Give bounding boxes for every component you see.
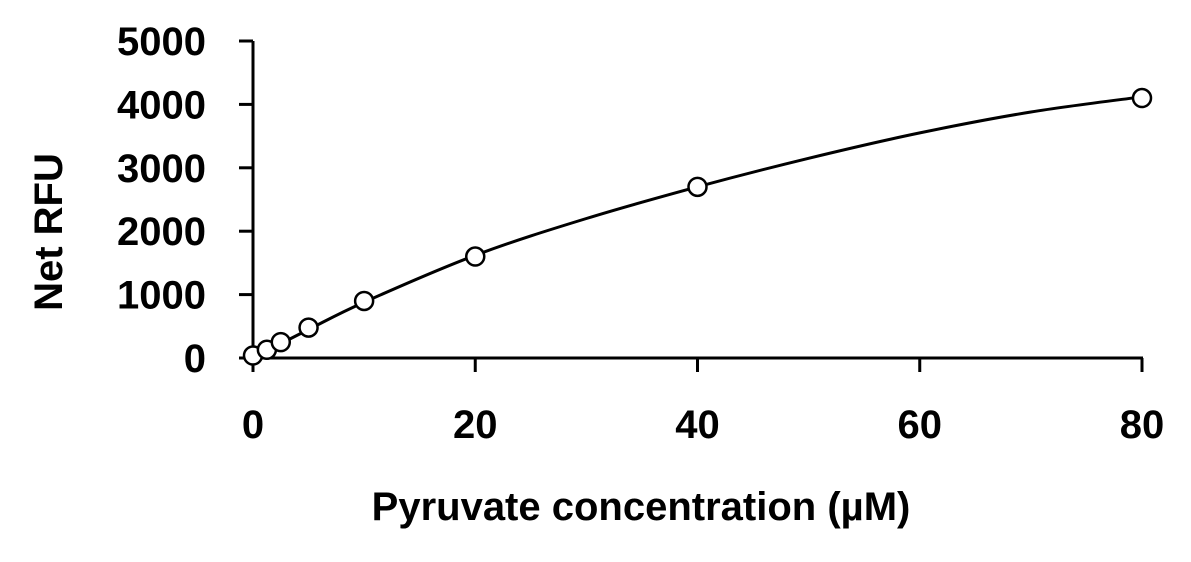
- x-tick-label: 80: [1120, 403, 1165, 447]
- y-axis-title: Net RFU: [27, 153, 71, 311]
- y-axis-tick-labels: 0 1000 2000 3000 4000 5000: [117, 20, 206, 381]
- y-tick-label: 3000: [117, 147, 206, 191]
- y-tick-label: 5000: [117, 20, 206, 64]
- y-tick-label: 1000: [117, 274, 206, 318]
- x-tick-label: 0: [242, 403, 264, 447]
- x-axis-title: Pyruvate concentration (µM): [372, 485, 911, 529]
- y-tick-label: 2000: [117, 210, 206, 254]
- data-point: [1131, 87, 1153, 109]
- data-point: [687, 176, 708, 198]
- x-axis-ticks: [251, 358, 1144, 372]
- axes: [251, 41, 1143, 360]
- data-point: [298, 317, 319, 338]
- x-tick-label: 60: [898, 403, 943, 447]
- x-tick-label: 40: [675, 403, 720, 447]
- y-tick-label: 0: [184, 337, 206, 381]
- y-tick-label: 4000: [117, 83, 206, 127]
- data-points: [242, 87, 1153, 366]
- fit-curve-line: [252, 95, 1143, 360]
- data-point: [465, 246, 486, 267]
- x-axis-tick-labels: 0 20 40 60 80: [242, 403, 1164, 447]
- y-axis-ticks: [239, 39, 253, 360]
- data-point: [270, 331, 292, 353]
- x-tick-label: 20: [453, 403, 498, 447]
- data-point: [353, 290, 375, 312]
